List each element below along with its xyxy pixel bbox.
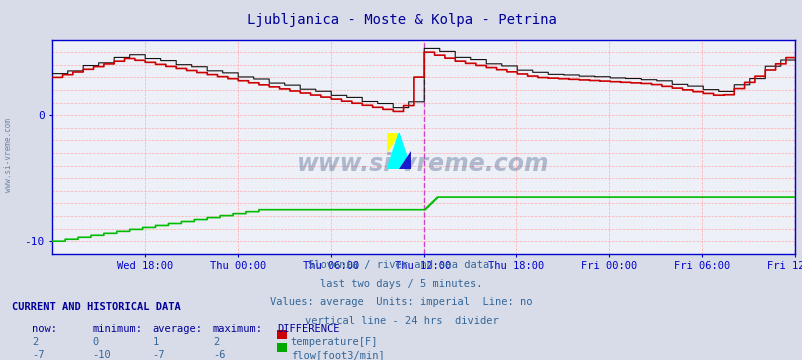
- Text: maximum:: maximum:: [213, 324, 262, 334]
- Text: last two days / 5 minutes.: last two days / 5 minutes.: [320, 279, 482, 289]
- Text: DIFFERENCE: DIFFERENCE: [277, 324, 339, 334]
- Text: Values: average  Units: imperial  Line: no: Values: average Units: imperial Line: no: [270, 297, 532, 307]
- Polygon shape: [387, 133, 411, 169]
- Text: temperature[F]: temperature[F]: [290, 337, 378, 347]
- Text: -7: -7: [32, 350, 45, 360]
- Text: 1: 1: [152, 337, 159, 347]
- Text: -7: -7: [152, 350, 165, 360]
- Text: CURRENT AND HISTORICAL DATA: CURRENT AND HISTORICAL DATA: [12, 302, 180, 312]
- Text: www.si-vreme.com: www.si-vreme.com: [3, 118, 13, 192]
- Text: now:: now:: [32, 324, 57, 334]
- Text: flow[foot3/min]: flow[foot3/min]: [290, 350, 384, 360]
- Text: -10: -10: [92, 350, 111, 360]
- Text: 0: 0: [92, 337, 99, 347]
- Text: Ljubljanica - Moste & Kolpa - Petrina: Ljubljanica - Moste & Kolpa - Petrina: [246, 13, 556, 27]
- Polygon shape: [399, 151, 411, 169]
- Text: -6: -6: [213, 350, 225, 360]
- Text: 2: 2: [213, 337, 219, 347]
- Polygon shape: [387, 133, 399, 151]
- Text: 2: 2: [32, 337, 38, 347]
- Text: average:: average:: [152, 324, 202, 334]
- Text: www.si-vreme.com: www.si-vreme.com: [297, 152, 549, 176]
- Text: minimum:: minimum:: [92, 324, 142, 334]
- Text: Slovenia / river and sea data.: Slovenia / river and sea data.: [307, 260, 495, 270]
- Text: vertical line - 24 hrs  divider: vertical line - 24 hrs divider: [304, 316, 498, 326]
